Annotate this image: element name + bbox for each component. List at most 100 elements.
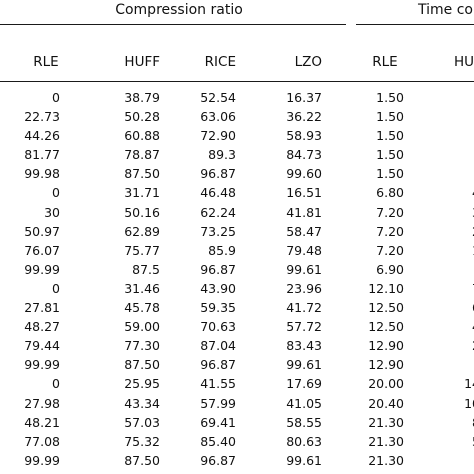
table-row: 30 50.16 62.24 41.81 7.20 3 xyxy=(0,204,474,223)
compression-ratio-group-header: Compression ratio xyxy=(115,2,243,18)
table-cell: 99.61 xyxy=(286,452,322,468)
table-row: 48.21 57.03 69.41 58.55 21.30 8 xyxy=(0,414,474,433)
table-cell: 75.77 xyxy=(124,242,160,258)
table-cell: 59.00 xyxy=(124,319,160,335)
table-cell: 85.40 xyxy=(200,433,236,449)
table-cell: 48.27 xyxy=(24,319,60,335)
table-cell: 52.54 xyxy=(200,90,236,105)
table-cell: 0 xyxy=(52,280,60,296)
table-cell: 31.71 xyxy=(124,185,160,201)
table-cell: 31.46 xyxy=(124,280,160,296)
table-cell: 46.48 xyxy=(200,185,236,201)
table-cell: 12.90 xyxy=(368,338,404,354)
table-cell: 99.61 xyxy=(286,357,322,373)
table-cell: 14 xyxy=(464,376,474,392)
table-row: 0 25.95 41.55 17.69 20.00 14 xyxy=(0,375,474,394)
column-header-rle: RLE xyxy=(33,54,59,70)
table-cell: 87.04 xyxy=(200,338,236,354)
table-cell: 79.48 xyxy=(286,242,322,258)
table-row: 48.27 59.00 70.63 57.72 12.50 4 xyxy=(0,318,474,337)
table-cell: 70.63 xyxy=(200,319,236,335)
table-cell: 12.10 xyxy=(368,280,404,296)
table-cell: 48.21 xyxy=(24,414,60,430)
table-row: 99.99 87.50 96.87 99.61 12.90 xyxy=(0,356,474,375)
table-cell: 87.50 xyxy=(124,452,160,468)
time-group-rule xyxy=(356,24,474,25)
table-cell: 7.20 xyxy=(376,242,404,258)
table-cell: 87.5 xyxy=(132,261,160,277)
table-cell: 30 xyxy=(44,204,60,220)
table-cell: 5 xyxy=(440,434,474,449)
table-cell: 4 xyxy=(440,319,474,334)
header-rule xyxy=(0,81,474,82)
table-cell: 50.28 xyxy=(124,109,160,125)
table-cell: 96.87 xyxy=(200,452,236,468)
table-cell: 27.98 xyxy=(24,395,60,411)
table-cell: 7.20 xyxy=(376,223,404,239)
table-cell: 62.24 xyxy=(200,204,236,220)
column-header-time-rle: RLE xyxy=(372,54,398,70)
table-cell: 78.87 xyxy=(124,147,160,163)
table-cell: 27.81 xyxy=(24,300,60,316)
table-row: 0 31.71 46.48 16.51 6.80 4 xyxy=(0,184,474,203)
table-cell: 6.80 xyxy=(376,185,404,201)
table-cell: 38.79 xyxy=(124,90,160,105)
table-cell: 12.50 xyxy=(368,319,404,335)
table-cell: 44.26 xyxy=(24,128,60,144)
table-row: 81.77 78.87 89.3 84.73 1.50 xyxy=(0,146,474,165)
table-cell: 75.32 xyxy=(124,433,160,449)
table-cell: 1 xyxy=(440,243,474,258)
table-cell: 99.99 xyxy=(24,261,60,277)
table-cell: 99.98 xyxy=(24,166,60,182)
column-header-time-huff: HU xyxy=(454,54,474,70)
table-cell: 21.30 xyxy=(368,414,404,430)
table-cell: 89.3 xyxy=(208,147,236,163)
table-cell: 57.03 xyxy=(124,414,160,430)
table-cell: 58.47 xyxy=(286,223,322,239)
table-cell: 72.90 xyxy=(200,128,236,144)
table-row: 99.99 87.5 96.87 99.61 6.90 xyxy=(0,261,474,280)
table-cell: 6.90 xyxy=(376,261,404,277)
table-cell: 80.63 xyxy=(286,433,322,449)
table-cell: 99.61 xyxy=(286,261,322,277)
table-cell: 45.78 xyxy=(124,300,160,316)
table-cell: 12.90 xyxy=(368,357,404,373)
table-cell: 12.50 xyxy=(368,300,404,316)
table-cell: 16.51 xyxy=(286,185,322,201)
table-cell: 23.96 xyxy=(286,280,322,296)
table-cell: 41.55 xyxy=(200,376,236,392)
table-cell: 41.72 xyxy=(286,300,322,316)
table-cell: 43.34 xyxy=(124,395,160,411)
column-header-rice: RICE xyxy=(204,54,236,70)
table-cell: 60.88 xyxy=(124,128,160,144)
table-cell: 21.30 xyxy=(368,433,404,449)
table-cell: 85.9 xyxy=(208,242,236,258)
table-cell: 7 xyxy=(440,281,474,296)
table-cell: 63.06 xyxy=(200,109,236,125)
table-cell: 20.40 xyxy=(368,395,404,411)
table-cell: 1.50 xyxy=(376,128,404,144)
table-cell: 8 xyxy=(440,415,474,430)
table-cell: 84.73 xyxy=(286,147,322,163)
table-row: 0 31.46 43.90 23.96 12.10 7 xyxy=(0,280,474,299)
table-cell: 0 xyxy=(52,376,60,392)
table-cell: 87.50 xyxy=(124,166,160,182)
table-cell: 58.93 xyxy=(286,128,322,144)
table-row: 27.81 45.78 59.35 41.72 12.50 6 xyxy=(0,299,474,318)
table-cell: 99.99 xyxy=(24,357,60,373)
table-cell: 50.16 xyxy=(124,204,160,220)
time-group-header: Time co xyxy=(418,2,473,18)
table-row: 99.99 87.50 96.87 99.61 21.30 xyxy=(0,452,474,471)
table-cell: 69.41 xyxy=(200,414,236,430)
table-cell: 7.20 xyxy=(376,204,404,220)
table-cell: 4 xyxy=(440,185,474,200)
table-cell: 10 xyxy=(464,395,474,411)
table-cell: 2 xyxy=(440,224,474,239)
table-cell: 0 xyxy=(52,185,60,201)
table-cell: 16.37 xyxy=(286,90,322,105)
table-row: 99.98 87.50 96.87 99.60 1.50 xyxy=(0,165,474,184)
table-cell: 21.30 xyxy=(368,452,404,468)
table-row: 27.98 43.34 57.99 41.05 20.40 10 xyxy=(0,395,474,414)
table-row: 0 38.79 52.54 16.37 1.50 xyxy=(0,89,474,108)
table-cell: 41.81 xyxy=(286,204,322,220)
